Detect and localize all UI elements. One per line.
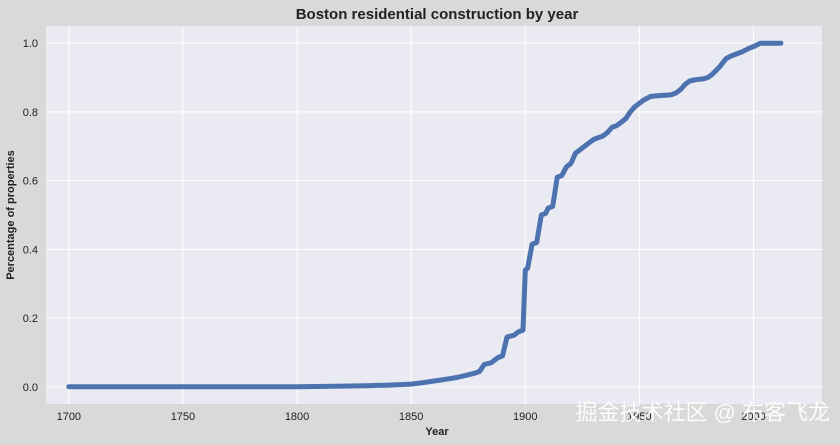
plot-area <box>46 26 822 404</box>
y-tick-label: 0.0 <box>23 382 38 394</box>
chart-title: Boston residential construction by year <box>296 6 579 23</box>
y-axis-ticks: 0.0 0.2 0.4 0.6 0.8 1.0 <box>23 38 38 394</box>
x-tick-label: 1950 <box>627 411 651 423</box>
x-axis-ticks: 1700 1750 1800 1850 1900 1950 2000 <box>57 411 766 423</box>
data-line-layer <box>66 40 784 390</box>
watermark-text: 掘金技术社区 @ 布客飞龙 <box>575 400 830 425</box>
y-tick-label: 0.6 <box>23 176 38 188</box>
x-tick-label: 2000 <box>741 411 765 423</box>
series-line <box>66 40 784 390</box>
y-axis-label: Percentage of properties <box>5 150 17 280</box>
y-tick-label: 0.4 <box>23 244 38 256</box>
y-tick-label: 0.8 <box>23 107 38 119</box>
y-tick-label: 0.2 <box>23 313 38 325</box>
x-tick-label: 1750 <box>171 411 195 423</box>
x-tick-label: 1900 <box>513 411 537 423</box>
y-tick-label: 1.0 <box>23 38 38 50</box>
x-tick-label: 1800 <box>285 411 309 423</box>
x-tick-label: 1700 <box>57 411 81 423</box>
x-tick-label: 1850 <box>399 411 423 423</box>
x-axis-label: Year <box>425 426 449 438</box>
